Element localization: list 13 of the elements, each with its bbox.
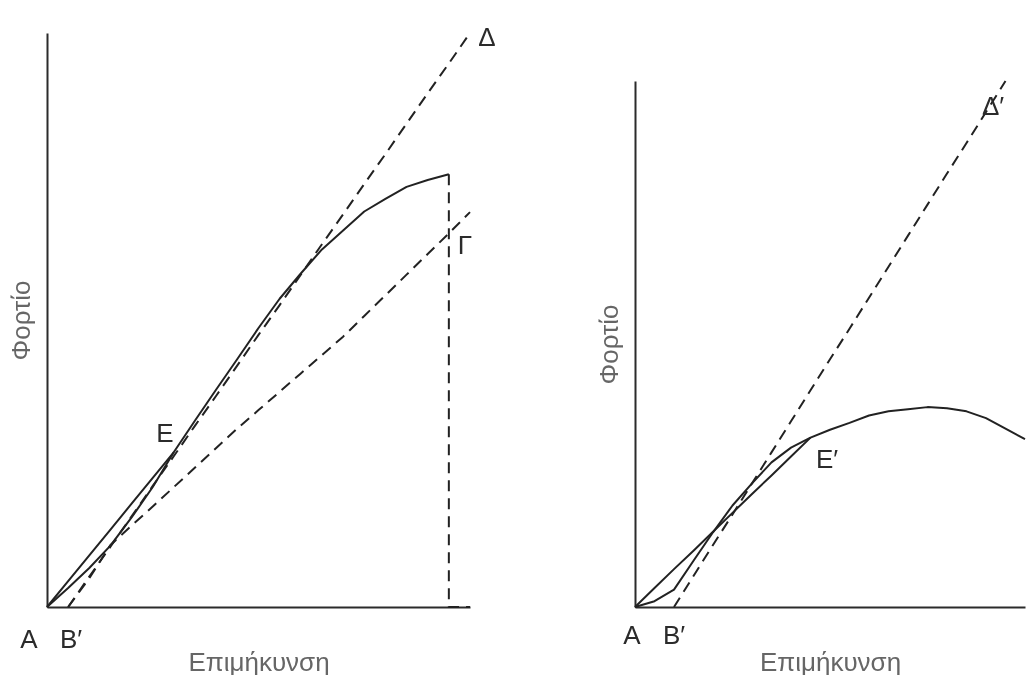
- annotation: Γ: [457, 230, 473, 260]
- text: Δ: [478, 22, 496, 52]
- annotation: Δ′: [981, 91, 1005, 121]
- text: A: [623, 620, 642, 650]
- annotation: E′: [815, 444, 839, 474]
- y-axis-title: Φορτίο: [593, 304, 624, 385]
- text: B′: [662, 620, 686, 650]
- y-axis-title: Φορτίο: [5, 280, 36, 361]
- annotation: E: [156, 418, 174, 448]
- text: B′: [59, 624, 83, 654]
- text: A: [20, 624, 39, 654]
- x-axis-title: Επιμήκυνση: [188, 646, 330, 677]
- x-axis-title: Επιμήκυνση: [759, 646, 902, 677]
